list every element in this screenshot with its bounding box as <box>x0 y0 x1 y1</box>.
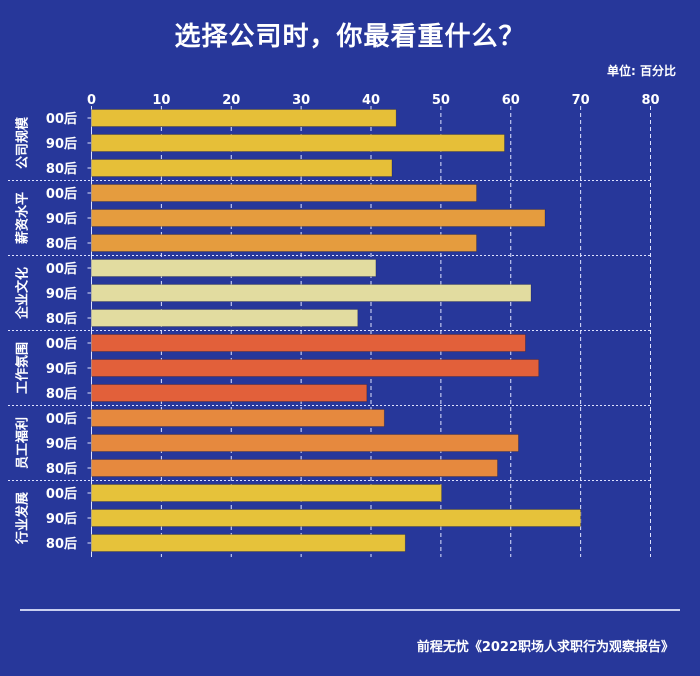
bar <box>91 259 377 277</box>
generation-label: 00后 <box>46 261 77 277</box>
bar <box>91 484 442 502</box>
generation-label: 90后 <box>46 436 77 452</box>
x-tick-label: 30 <box>292 93 310 108</box>
bar <box>91 309 359 327</box>
bar <box>91 234 477 252</box>
group-label: 企业文化 <box>15 267 31 320</box>
generation-label: 80后 <box>46 536 77 552</box>
group-label: 行业发展 <box>15 491 31 545</box>
group-label: 员工福利 <box>15 417 31 469</box>
x-tick-label: 10 <box>152 93 170 108</box>
bar <box>91 384 368 402</box>
generation-label: 00后 <box>46 186 77 202</box>
bar <box>91 459 498 477</box>
generation-label: 90后 <box>46 361 77 377</box>
bar <box>91 534 406 552</box>
chart-title: 选择公司时，你最看重什么？ <box>174 22 526 52</box>
bar <box>91 359 540 377</box>
x-tick-label: 20 <box>222 93 240 108</box>
bar <box>91 284 532 302</box>
x-tick-label: 50 <box>432 93 450 108</box>
bar <box>91 509 582 527</box>
generation-label: 80后 <box>46 386 77 402</box>
group-label: 公司规模 <box>15 116 31 169</box>
source-note: 前程无忧《2022职场人求职行为观察报告》 <box>416 640 674 655</box>
unit-label: 单位: 百分比 <box>607 64 676 78</box>
divider <box>20 609 680 611</box>
bar <box>91 134 505 152</box>
generation-label: 00后 <box>46 411 77 427</box>
bar <box>91 209 546 227</box>
generation-label: 90后 <box>46 286 77 302</box>
bar <box>91 434 519 452</box>
group-label: 工作氛围 <box>15 342 31 394</box>
generation-label: 90后 <box>46 211 77 227</box>
bar <box>91 184 477 202</box>
generation-label: 00后 <box>46 111 77 127</box>
generation-label: 90后 <box>46 511 77 527</box>
bar <box>91 334 526 352</box>
x-tick-label: 70 <box>572 93 590 108</box>
generation-label: 80后 <box>46 236 77 252</box>
generation-label: 00后 <box>46 336 77 352</box>
x-tick-label: 80 <box>641 93 659 108</box>
bar <box>91 409 385 427</box>
bar <box>91 159 393 177</box>
x-tick-label: 40 <box>362 93 380 108</box>
generation-label: 90后 <box>46 136 77 152</box>
generation-label: 00后 <box>46 486 77 502</box>
bar <box>91 109 397 127</box>
x-tick-label: 60 <box>502 93 520 108</box>
generation-label: 80后 <box>46 461 77 477</box>
x-tick-label: 0 <box>87 93 96 108</box>
group-label: 薪资水平 <box>15 192 31 244</box>
generation-label: 80后 <box>46 161 77 177</box>
generation-label: 80后 <box>46 311 77 327</box>
